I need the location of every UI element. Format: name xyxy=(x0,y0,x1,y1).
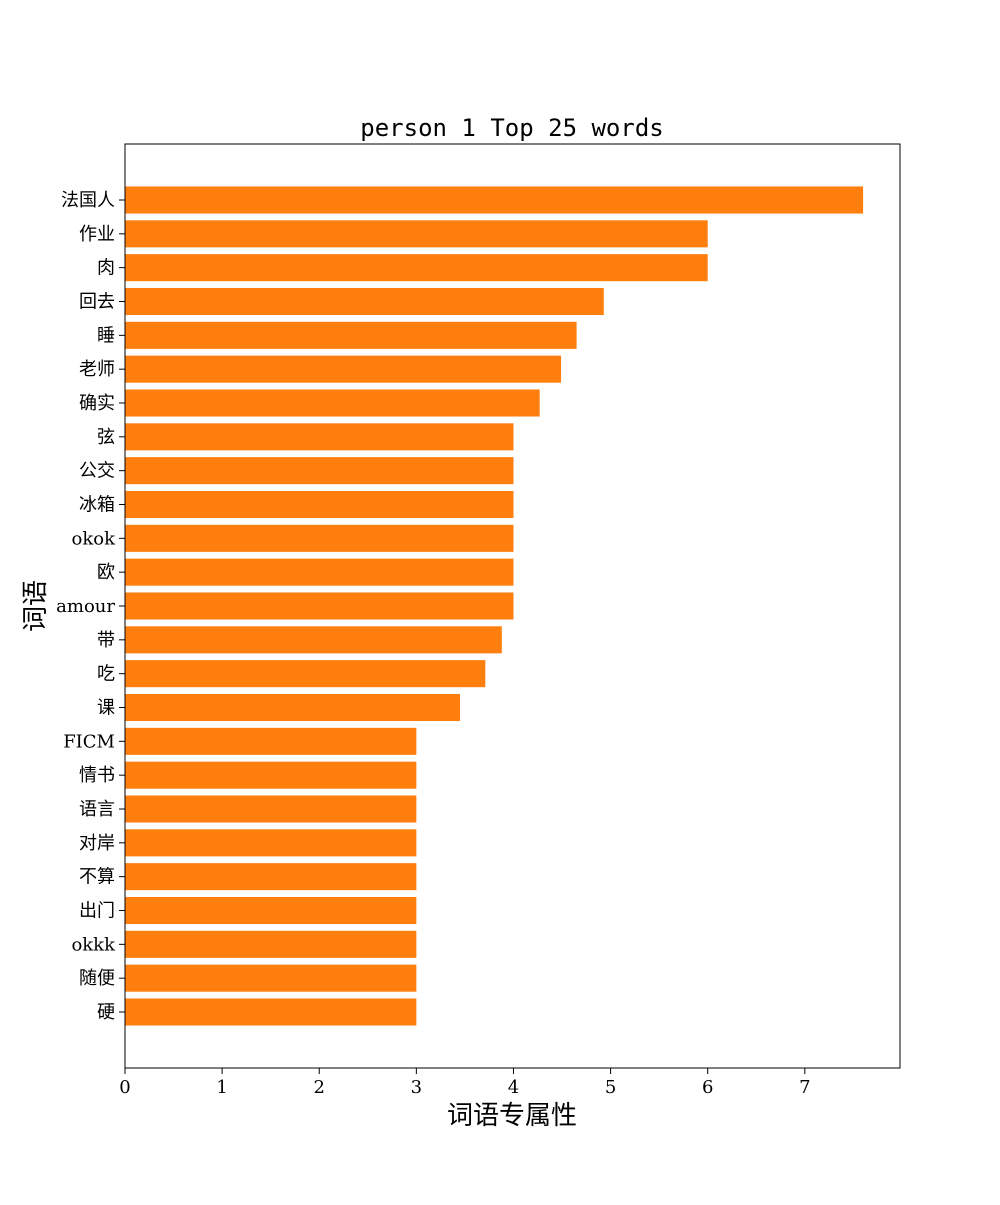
bar-13 xyxy=(125,626,502,654)
bar-14 xyxy=(125,660,486,688)
y-axis-label: 词语 xyxy=(21,580,51,632)
bar-0 xyxy=(125,186,864,214)
x-tick-label-0: 0 xyxy=(119,1077,130,1098)
y-tick-label-9: 冰箱 xyxy=(79,495,115,516)
bar-15 xyxy=(125,693,461,722)
y-tick-label-1: 作业 xyxy=(79,224,115,245)
y-tick-label-18: 语言 xyxy=(79,799,115,820)
x-tick-label-6: 6 xyxy=(702,1077,713,1098)
y-tick-label-0: 法国人 xyxy=(61,190,115,211)
x-tick-label-2: 2 xyxy=(314,1077,325,1098)
bar-19 xyxy=(125,829,417,857)
y-tick-label-7: 弦 xyxy=(97,427,115,448)
y-tick-label-10: okok xyxy=(72,528,117,549)
y-tick-label-6: 确实 xyxy=(79,393,115,414)
x-tick-label-7: 7 xyxy=(799,1077,810,1098)
y-tick-label-14: 吃 xyxy=(97,664,115,685)
y-tick-label-20: 不算 xyxy=(79,867,115,888)
bar-24 xyxy=(125,998,417,1026)
y-tick-label-16: FICM xyxy=(63,731,115,752)
plot-frame xyxy=(124,143,901,1069)
bar-8 xyxy=(125,457,514,485)
x-tick-label-1: 1 xyxy=(216,1077,227,1098)
y-tick-label-11: 欧 xyxy=(97,562,115,583)
y-tick-label-21: 出门 xyxy=(79,901,115,922)
bar-2 xyxy=(125,254,708,282)
x-tick-label-4: 4 xyxy=(508,1077,519,1098)
y-tick-label-5: 老师 xyxy=(79,359,115,380)
bar-20 xyxy=(125,863,417,891)
bar-22 xyxy=(125,930,417,958)
y-tick-label-13: 带 xyxy=(97,630,115,651)
y-tick-label-8: 公交 xyxy=(79,461,115,482)
bar-18 xyxy=(125,795,417,823)
x-tick-label-5: 5 xyxy=(605,1077,616,1098)
x-axis-ticks: 0 1 2 3 4 5 6 7 xyxy=(119,1068,811,1098)
bar-10 xyxy=(125,524,514,552)
y-tick-label-12: amour xyxy=(56,596,115,617)
bar-4 xyxy=(125,321,577,349)
chart-title: person 1 Top 25 words xyxy=(360,114,663,142)
bar-23 xyxy=(125,964,417,992)
bar-1 xyxy=(125,220,708,248)
bar-5 xyxy=(125,355,562,383)
bar-9 xyxy=(125,490,514,519)
bar-7 xyxy=(125,423,514,451)
bars-layer xyxy=(125,186,864,1026)
y-tick-label-17: 情书 xyxy=(79,765,115,786)
y-tick-label-19: 对岸 xyxy=(79,833,115,854)
x-tick-label-3: 3 xyxy=(411,1077,422,1098)
y-tick-label-2: 肉 xyxy=(97,258,115,279)
bar-11 xyxy=(125,558,514,586)
y-tick-label-22: okkk xyxy=(71,934,116,955)
bar-3 xyxy=(125,287,604,316)
bar-6 xyxy=(125,389,540,417)
bar-16 xyxy=(125,727,417,755)
x-axis-label: 词语专属性 xyxy=(447,1101,577,1131)
y-tick-label-3: 回去 xyxy=(79,292,115,313)
y-tick-label-4: 睡 xyxy=(97,325,115,346)
bar-12 xyxy=(125,592,514,620)
y-tick-label-15: 课 xyxy=(97,698,115,719)
bar-17 xyxy=(125,761,417,789)
y-tick-label-23: 随便 xyxy=(79,968,115,989)
bar-21 xyxy=(125,896,417,925)
y-tick-label-24: 硬 xyxy=(97,1002,115,1023)
